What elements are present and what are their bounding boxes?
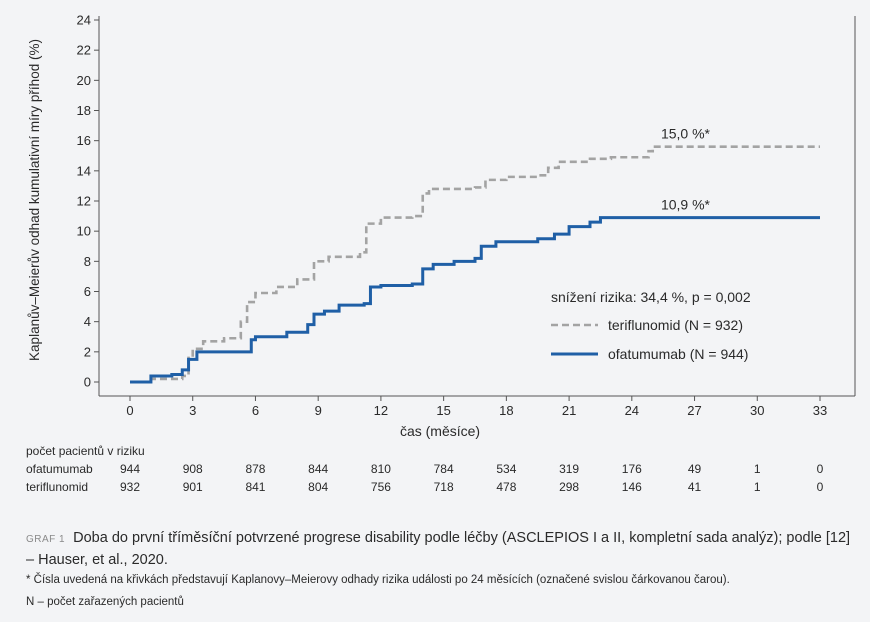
x-tick-label: 3 <box>189 403 196 418</box>
risk-cell: 810 <box>370 462 391 476</box>
series-line-teriflunomid <box>130 145 820 384</box>
risk-cell: 901 <box>182 480 203 494</box>
y-tick-label: 10 <box>77 224 91 239</box>
risk-reduction-annotation: snížení rizika: 34,4 %, p = 0,002 <box>551 289 751 305</box>
x-tick-label: 9 <box>315 403 322 418</box>
y-tick-label: 4 <box>84 314 91 329</box>
end-value-label: 10,9 %* <box>661 197 711 213</box>
risk-cell: 878 <box>245 462 266 476</box>
risk-cell: 844 <box>308 462 329 476</box>
risk-cell: 1 <box>753 480 761 494</box>
x-tick-label: 21 <box>562 403 576 418</box>
risk-row: ofatumumab 944 908 878 844 810 784 534 319 176 49 1… <box>0 462 870 478</box>
y-tick-label: 18 <box>77 103 91 118</box>
risk-cell: 319 <box>559 462 580 476</box>
risk-cell: 784 <box>433 462 454 476</box>
series-line-ofatumumab <box>130 216 820 384</box>
risk-cell: 298 <box>559 480 580 494</box>
risk-cell: 534 <box>496 462 517 476</box>
y-tick-label: 8 <box>84 254 91 269</box>
y-tick-label: 12 <box>77 194 91 209</box>
caption-text: Doba do první tříměsíční potvrzené progr… <box>26 530 851 568</box>
x-tick-label: 6 <box>252 403 259 418</box>
x-tick-label: 30 <box>750 403 764 418</box>
y-tick-label: 14 <box>77 163 91 178</box>
risk-cell: 49 <box>687 462 702 476</box>
x-axis-title: čas (měsíce) <box>400 423 480 439</box>
risk-cell: 0 <box>816 462 824 476</box>
risk-cell: 146 <box>621 480 642 494</box>
y-tick-label: 2 <box>84 344 91 359</box>
x-tick-label: 24 <box>625 403 639 418</box>
y-tick-label: 16 <box>77 133 91 148</box>
figure-caption: GRAF 1 Doba do první tříměsíční potvrzené… <box>26 528 856 570</box>
legend-label: teriflunomid (N = 932) <box>608 317 743 333</box>
x-tick-label: 33 <box>813 403 827 418</box>
x-tick-label: 12 <box>374 403 388 418</box>
risk-cell: 1 <box>753 462 761 476</box>
footnote-asterisk: * Čísla uvedená na křivkách představují … <box>26 574 730 586</box>
x-tick-label: 27 <box>687 403 701 418</box>
risk-cell: 176 <box>621 462 642 476</box>
risk-cell: 932 <box>119 480 141 494</box>
caption-label: GRAF 1 <box>26 534 66 545</box>
legend-label: ofatumumab (N = 944) <box>608 346 748 362</box>
end-value-label: 15,0 %* <box>661 126 711 142</box>
risk-cell: 756 <box>370 480 391 494</box>
risk-cell: 841 <box>245 480 266 494</box>
x-tick-label: 18 <box>499 403 513 418</box>
x-tick-label: 15 <box>436 403 450 418</box>
footnote-n: N – počet zařazených pacientů <box>26 596 184 608</box>
risk-cell: 478 <box>496 480 517 494</box>
y-tick-label: 24 <box>77 13 91 28</box>
y-tick-label: 20 <box>77 73 91 88</box>
risk-cell: 908 <box>182 462 203 476</box>
risk-table: počet pacientů v riziku ofatumumab 944 908… <box>0 442 870 502</box>
y-tick-label: 22 <box>77 43 91 58</box>
risk-cell: 718 <box>433 480 454 494</box>
y-axis-title: Kaplanův–Meierův odhad kumulativní míry … <box>27 39 42 361</box>
risk-cell: 0 <box>816 480 824 494</box>
y-tick-label: 6 <box>84 284 91 299</box>
risk-cell: 944 <box>119 462 141 476</box>
y-tick-label: 0 <box>84 375 91 390</box>
risk-table-title: počet pacientů v riziku <box>26 444 145 458</box>
risk-row-label: ofatumumab <box>26 462 93 476</box>
risk-cell: 41 <box>687 480 702 494</box>
risk-row-label: teriflunomid <box>26 480 89 494</box>
risk-cell: 804 <box>308 480 329 494</box>
x-tick-label: 0 <box>126 403 133 418</box>
risk-row: teriflunomid 932 901 841 804 756 718 478 298 146 4… <box>0 480 870 496</box>
